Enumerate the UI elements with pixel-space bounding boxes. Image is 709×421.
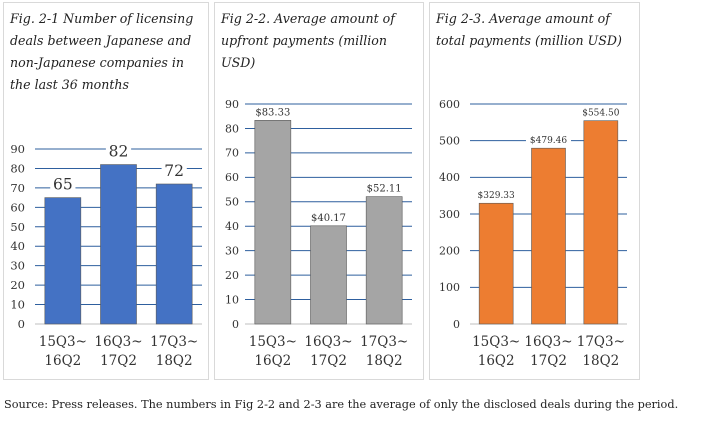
- y-tick-label: 60: [10, 200, 25, 214]
- bar: [254, 120, 292, 325]
- y-tick-label: 60: [225, 171, 239, 184]
- x-category-label: 18Q2: [156, 353, 193, 369]
- y-tick-label: 90: [225, 98, 239, 111]
- data-label: 65: [53, 176, 73, 194]
- y-tick-label: 0: [18, 317, 25, 331]
- y-tick-label: 200: [439, 245, 460, 258]
- x-category-label: 16Q3~: [304, 334, 352, 350]
- data-label: $40.17: [311, 213, 346, 224]
- y-tick-label: 300: [439, 208, 460, 221]
- data-label-background: [306, 211, 351, 224]
- data-label-background: [50, 175, 76, 194]
- y-tick-label: 0: [232, 318, 239, 331]
- y-tick-label: 10: [10, 298, 25, 312]
- bar: [365, 196, 403, 325]
- bar: [531, 147, 566, 325]
- x-category-label: 17Q2: [100, 353, 137, 369]
- x-category-label: 17Q2: [530, 353, 567, 369]
- y-tick-label: 400: [439, 171, 460, 184]
- data-label: $554.50: [582, 109, 619, 119]
- source-note: Source: Press releases. The numbers in F…: [4, 398, 679, 411]
- x-category-label: 16Q2: [44, 353, 81, 369]
- y-tick-label: 100: [439, 281, 460, 294]
- data-label-background: [362, 182, 406, 195]
- y-tick-label: 70: [225, 147, 239, 160]
- bar-chart-licensing-deals: 0 10 20 30 40 50 60 70 80 90 65 15Q3~ 16Q2 82 16Q3~ 17Q…: [10, 142, 202, 369]
- bar: [310, 225, 347, 325]
- y-tick-label: 10: [225, 293, 239, 306]
- y-tick-label: 20: [225, 269, 239, 282]
- x-category-label: 15Q3~: [39, 334, 87, 350]
- data-label-background: [525, 135, 572, 146]
- y-tick-label: 90: [10, 142, 25, 156]
- data-label-background: [161, 162, 187, 180]
- data-label: $479.46: [530, 136, 567, 146]
- x-category-label: 15Q3~: [472, 334, 520, 350]
- y-tick-label: 70: [10, 181, 25, 195]
- y-tick-label: 20: [10, 278, 25, 292]
- x-category-label: 16Q3~: [524, 334, 572, 350]
- data-label: $83.33: [255, 107, 290, 118]
- x-category-label: 18Q2: [366, 353, 403, 369]
- y-tick-label: 30: [10, 259, 25, 273]
- data-label-background: [251, 106, 295, 118]
- y-tick-label: 80: [10, 161, 25, 175]
- data-label-background: [473, 190, 519, 201]
- x-category-label: 18Q2: [582, 353, 619, 369]
- chart-panel-2: Fig 2-2. Average amount of upfront payme…: [214, 2, 424, 380]
- x-category-label: 16Q3~: [94, 334, 142, 350]
- y-tick-label: 600: [439, 98, 460, 111]
- chart-title: Fig. 2-1 Number of licensing deals betwe…: [10, 11, 194, 92]
- bar-chart-upfront-payments: 0 10 20 30 40 50 60 70 80 90 $83.33 15Q3~ 16Q2 $40.17…: [225, 98, 412, 369]
- x-category-label: 17Q3~: [150, 334, 198, 350]
- x-category-label: 15Q3~: [249, 334, 297, 350]
- chart-panel-3: Fig 2-3. Average amount of total payment…: [429, 2, 640, 380]
- bar: [478, 202, 514, 325]
- data-label: 82: [109, 143, 129, 161]
- y-tick-label: 500: [439, 135, 460, 148]
- x-category-label: 17Q3~: [360, 334, 408, 350]
- chart-panel-1: Fig. 2-1 Number of licensing deals betwe…: [3, 2, 209, 380]
- chart-title: Fig 2-2. Average amount of upfront payme…: [221, 11, 395, 70]
- bar: [583, 120, 619, 325]
- y-tick-label: 80: [225, 122, 239, 135]
- x-category-label: 17Q2: [310, 353, 347, 369]
- data-label: $52.11: [367, 184, 402, 195]
- y-tick-label: 50: [10, 220, 25, 234]
- data-label-background: [578, 107, 624, 118]
- y-tick-label: 50: [225, 196, 239, 209]
- data-label-background: [105, 142, 132, 161]
- bar: [100, 164, 137, 325]
- data-label: 72: [164, 162, 184, 180]
- x-category-label: 17Q3~: [577, 334, 625, 350]
- y-tick-label: 40: [10, 239, 25, 253]
- x-category-label: 16Q2: [478, 353, 515, 369]
- bar: [44, 197, 82, 325]
- y-tick-label: 40: [225, 220, 239, 233]
- bar: [155, 183, 193, 325]
- x-category-label: 16Q2: [254, 353, 291, 369]
- bar-chart-total-payments: 0 100 200 300 400 500 600 $329.33 15Q3~ 16Q2 $479.…: [439, 98, 627, 369]
- chart-title: Fig 2-3. Average amount of total payment…: [436, 11, 622, 48]
- data-label: $329.33: [478, 191, 515, 201]
- y-tick-label: 0: [453, 318, 460, 331]
- y-tick-label: 30: [225, 245, 239, 258]
